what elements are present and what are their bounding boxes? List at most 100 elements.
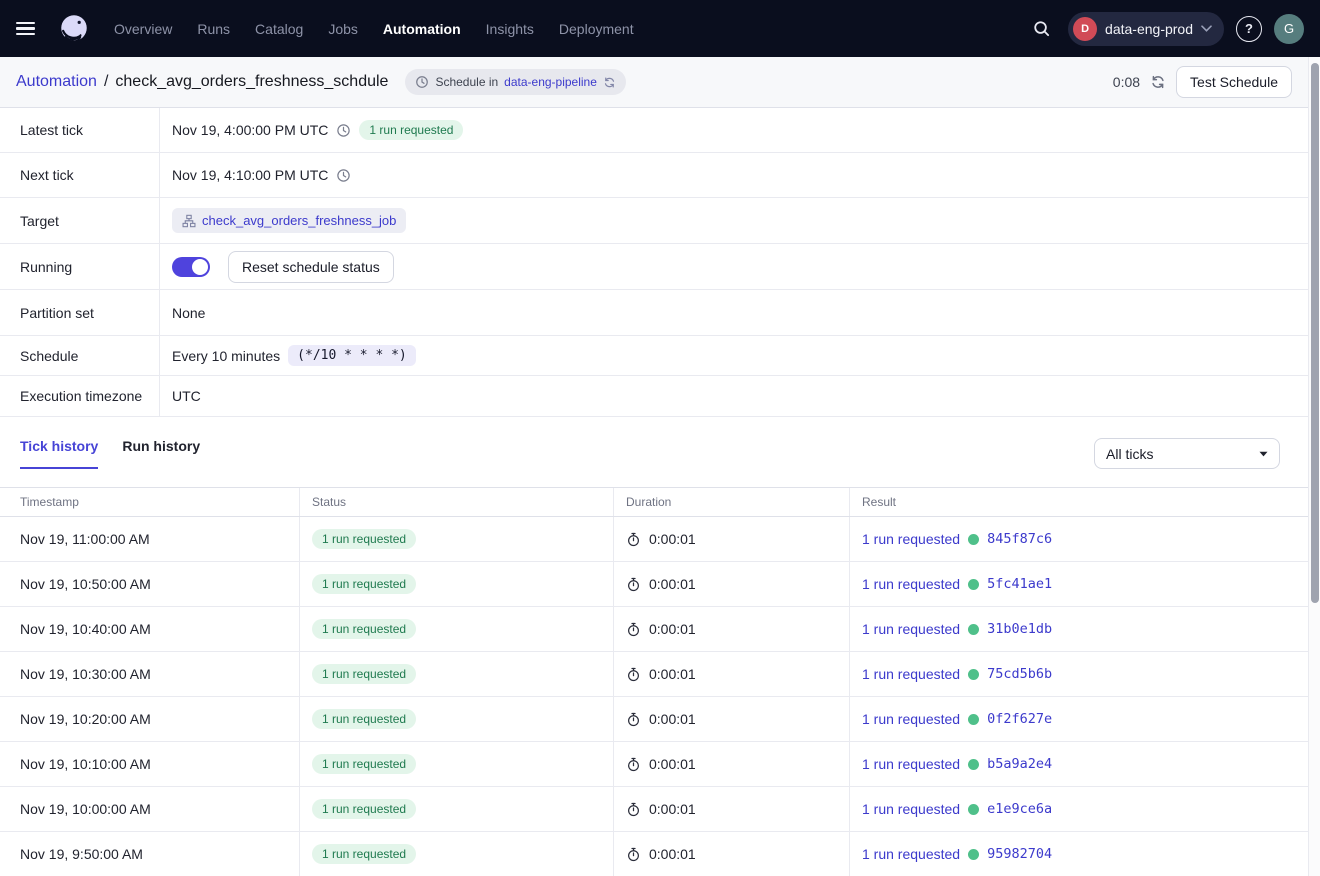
runs-requested-link[interactable]: 1 run requested — [862, 801, 961, 817]
run-id-link[interactable]: b5a9a2e4 — [987, 756, 1053, 772]
tick-history-table: Timestamp Status Duration Result Nov 19,… — [0, 487, 1308, 876]
table-row: Nov 19, 10:30:00 AM 1 run requested 0:00… — [0, 652, 1308, 697]
schedule-description: Every 10 minutes — [172, 347, 281, 364]
tick-status-badge: 1 run requested — [312, 799, 417, 819]
workspace-switcher[interactable]: D data-eng-prod — [1068, 11, 1224, 46]
run-id-link[interactable]: 845f87c6 — [987, 531, 1053, 547]
tick-timestamp: Nov 19, 10:40:00 AM — [0, 607, 300, 651]
tick-status-badge: 1 run requested — [312, 664, 417, 684]
test-schedule-button[interactable]: Test Schedule — [1176, 66, 1292, 98]
running-toggle[interactable] — [172, 256, 210, 277]
run-status-dot — [968, 623, 980, 635]
table-row: Nov 19, 10:40:00 AM 1 run requested 0:00… — [0, 607, 1308, 652]
tick-duration: 0:00:01 — [614, 517, 850, 561]
timezone-row: Execution timezone UTC — [0, 376, 1308, 417]
timezone-label: Execution timezone — [0, 376, 160, 416]
runs-requested-link[interactable]: 1 run requested — [862, 846, 961, 862]
tick-timestamp: Nov 19, 9:50:00 AM — [0, 832, 300, 876]
tick-duration: 0:00:01 — [614, 787, 850, 831]
primary-nav: Overview Runs Catalog Jobs Automation In… — [114, 21, 634, 37]
runs-requested-link[interactable]: 1 run requested — [862, 621, 961, 637]
job-icon — [182, 214, 196, 228]
search-icon[interactable] — [1026, 14, 1056, 44]
workspace-initial-badge: D — [1073, 16, 1098, 41]
tick-status-badge: 1 run requested — [312, 844, 417, 864]
runs-requested-link[interactable]: 1 run requested — [862, 756, 961, 772]
nav-item-catalog[interactable]: Catalog — [255, 20, 304, 37]
tick-timestamp: Nov 19, 11:00:00 AM — [0, 517, 300, 561]
run-id-link[interactable]: 31b0e1db — [987, 621, 1053, 637]
latest-tick-label: Latest tick — [0, 108, 160, 152]
tick-filter-value: All ticks — [1106, 445, 1154, 462]
tick-result: 1 run requested e1e9ce6a — [850, 787, 1308, 831]
target-job-link[interactable]: check_avg_orders_freshness_job — [202, 213, 397, 228]
tick-result: 1 run requested 5fc41ae1 — [850, 562, 1308, 606]
next-tick-row: Next tick Nov 19, 4:10:00 PM UTC — [0, 153, 1308, 198]
nav-item-runs[interactable]: Runs — [197, 20, 231, 37]
code-location-link[interactable]: data-eng-pipeline — [504, 75, 597, 89]
runs-requested-link[interactable]: 1 run requested — [862, 666, 961, 682]
tab-run-history[interactable]: Run history — [122, 438, 201, 454]
latest-tick-time: Nov 19, 4:00:00 PM UTC — [172, 122, 329, 138]
scrollbar-thumb[interactable] — [1311, 63, 1319, 603]
nav-item-automation[interactable]: Automation — [382, 20, 461, 37]
menu-icon[interactable] — [16, 19, 42, 39]
user-avatar[interactable]: G — [1274, 13, 1304, 44]
target-row: Target check_avg_orders_freshness_job — [0, 198, 1308, 244]
tick-status-badge: 1 run requested — [312, 574, 417, 594]
nav-item-overview[interactable]: Overview — [114, 20, 173, 37]
col-result: Result — [862, 495, 897, 509]
run-id-link[interactable]: 95982704 — [987, 846, 1053, 862]
runs-requested-link[interactable]: 1 run requested — [862, 531, 961, 547]
run-id-link[interactable]: 0f2f627e — [987, 711, 1053, 727]
run-id-link[interactable]: 75cd5b6b — [987, 666, 1053, 682]
partition-set-row: Partition set None — [0, 290, 1308, 336]
table-row: Nov 19, 11:00:00 AM 1 run requested 0:00… — [0, 517, 1308, 562]
tab-tick-history[interactable]: Tick history — [20, 438, 99, 469]
table-row: Nov 19, 10:50:00 AM 1 run requested 0:00… — [0, 562, 1308, 607]
nav-item-insights[interactable]: Insights — [485, 20, 534, 37]
clock-icon — [336, 168, 351, 183]
help-icon[interactable]: ? — [1236, 15, 1262, 42]
latest-tick-row: Latest tick Nov 19, 4:00:00 PM UTC 1 run… — [0, 108, 1308, 153]
tick-result: 1 run requested 75cd5b6b — [850, 652, 1308, 696]
scrollbar-track[interactable] — [1308, 57, 1320, 876]
next-tick-label: Next tick — [0, 153, 160, 197]
nav-item-deployment[interactable]: Deployment — [558, 20, 634, 37]
tick-timestamp: Nov 19, 10:30:00 AM — [0, 652, 300, 696]
tick-duration: 0:00:01 — [614, 697, 850, 741]
stopwatch-icon — [626, 802, 641, 817]
runs-requested-link[interactable]: 1 run requested — [862, 576, 961, 592]
tick-duration: 0:00:01 — [614, 832, 850, 876]
stopwatch-icon — [626, 712, 641, 727]
schedule-label: Schedule — [0, 336, 160, 375]
run-status-dot — [968, 533, 980, 545]
tick-timestamp: Nov 19, 10:50:00 AM — [0, 562, 300, 606]
top-nav: Overview Runs Catalog Jobs Automation In… — [0, 0, 1320, 57]
nav-item-jobs[interactable]: Jobs — [328, 20, 358, 37]
stopwatch-icon — [626, 757, 641, 772]
run-status-dot — [968, 668, 980, 680]
reset-schedule-status-button[interactable]: Reset schedule status — [228, 250, 394, 283]
tick-filter-select[interactable]: All ticks — [1094, 438, 1280, 469]
breadcrumb-automation-link[interactable]: Automation — [16, 73, 97, 90]
clock-icon — [415, 75, 429, 89]
col-duration: Duration — [614, 488, 850, 516]
table-row: Nov 19, 10:20:00 AM 1 run requested 0:00… — [0, 697, 1308, 742]
stopwatch-icon — [626, 847, 641, 862]
refresh-icon[interactable] — [1150, 74, 1166, 90]
badge-prefix: Schedule in — [435, 75, 499, 89]
run-id-link[interactable]: e1e9ce6a — [987, 801, 1053, 817]
caret-down-icon — [1259, 451, 1268, 457]
partition-set-label: Partition set — [0, 290, 160, 335]
stopwatch-icon — [626, 622, 641, 637]
tick-duration: 0:00:01 — [614, 562, 850, 606]
partition-set-value: None — [172, 304, 206, 321]
timezone-value: UTC — [172, 388, 201, 404]
runs-requested-link[interactable]: 1 run requested — [862, 711, 961, 727]
reload-location-icon[interactable] — [603, 76, 616, 89]
target-job-pill: check_avg_orders_freshness_job — [172, 208, 407, 233]
dagster-logo[interactable] — [56, 11, 92, 47]
tick-timestamp: Nov 19, 10:00:00 AM — [0, 787, 300, 831]
run-id-link[interactable]: 5fc41ae1 — [987, 576, 1053, 592]
